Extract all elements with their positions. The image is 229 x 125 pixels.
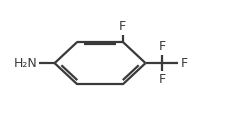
Text: F: F	[180, 57, 187, 70]
Text: F: F	[158, 40, 165, 53]
Text: F: F	[119, 20, 126, 33]
Text: H₂N: H₂N	[14, 57, 38, 70]
Text: F: F	[158, 73, 165, 86]
